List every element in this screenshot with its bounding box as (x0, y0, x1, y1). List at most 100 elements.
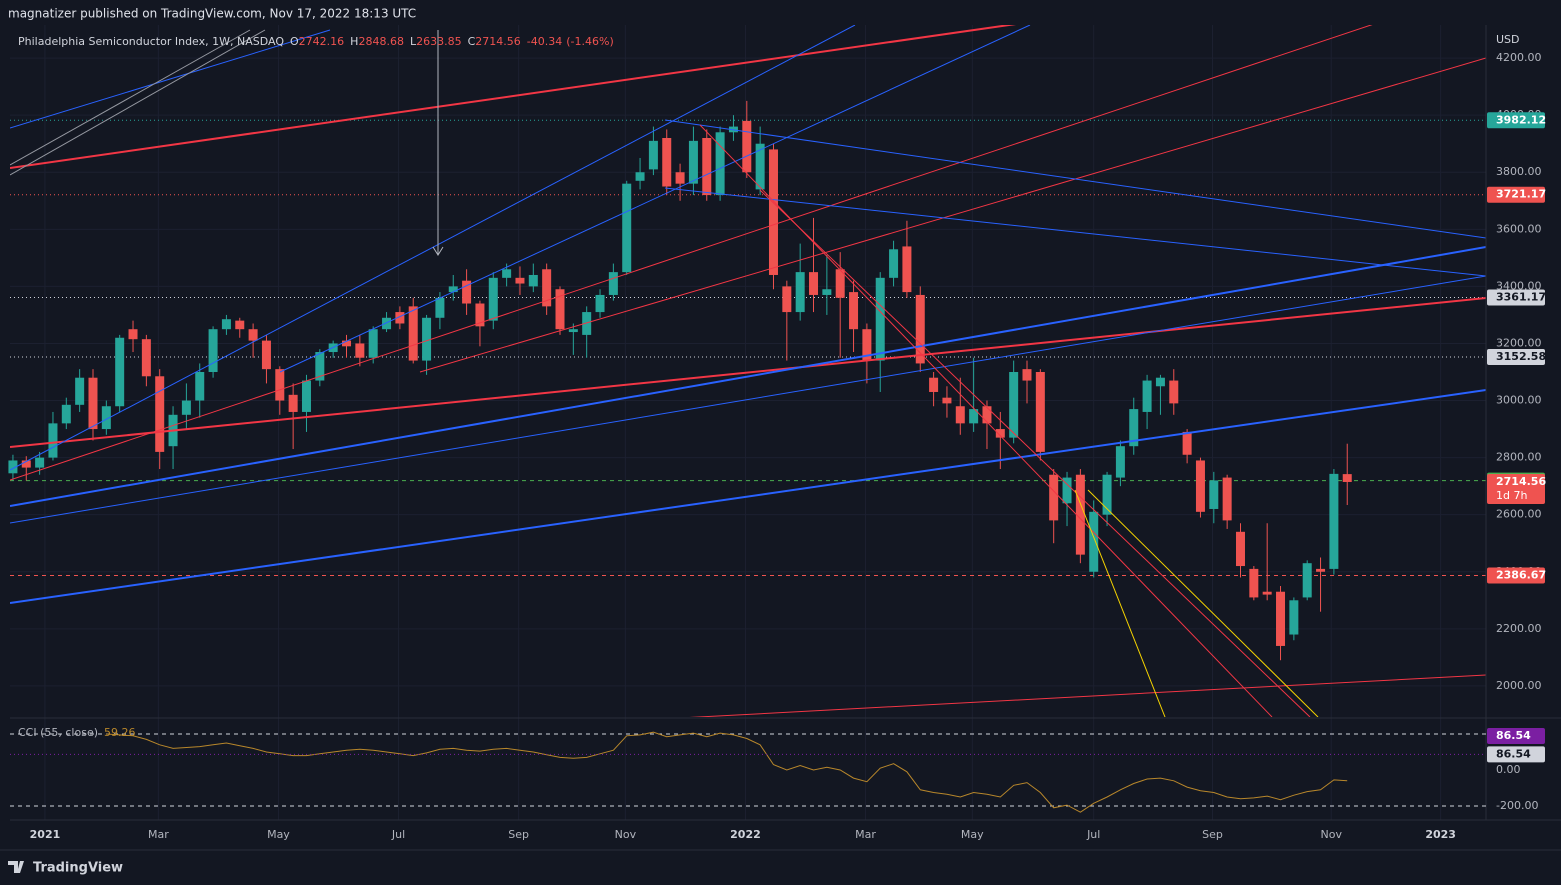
trend-line (10, 275, 1486, 524)
candle-body (835, 269, 845, 298)
y-tick-label: 2800.00 (1496, 451, 1542, 464)
legend-label: H (350, 35, 358, 48)
trend-line (10, 25, 1017, 169)
countdown: 1d 7h (1496, 489, 1527, 502)
candle-body (1235, 531, 1245, 567)
x-tick-label: 2022 (730, 828, 761, 841)
arrow-head (432, 246, 444, 256)
x-tick-label: Jul (391, 828, 405, 841)
cci-label-box (1487, 746, 1545, 763)
candle-body (662, 138, 672, 187)
candle-body (622, 183, 632, 273)
candle-body (1115, 446, 1125, 478)
brand-logo (8, 861, 24, 873)
trend-line (759, 189, 1311, 717)
candle-body (822, 289, 832, 295)
price-label: 3982.12 (1496, 113, 1546, 126)
candle-body (809, 272, 819, 295)
candle-body (902, 246, 912, 293)
x-tick-label: 2021 (30, 828, 61, 841)
candle-body (488, 277, 498, 321)
candle-body (1289, 600, 1299, 635)
candle-body (48, 423, 58, 458)
candle-body (128, 329, 138, 340)
candle-body (742, 120, 752, 173)
candle-body (1249, 568, 1259, 598)
candle-body (301, 380, 311, 412)
price-lines (10, 119, 1486, 577)
trend-line (1074, 489, 1166, 717)
candle-body (675, 172, 685, 184)
x-tick-label: May (267, 828, 290, 841)
x-tick-label: Sep (508, 828, 529, 841)
candle-body (368, 329, 378, 358)
candle-body (1222, 477, 1232, 521)
candle-body (475, 303, 485, 327)
candle-body (115, 337, 125, 407)
trend-line (1087, 489, 1319, 717)
candle-body (608, 272, 618, 295)
trend-line (10, 29, 331, 129)
candle-body (969, 409, 979, 424)
candle-body (1035, 371, 1045, 452)
cci-line (106, 731, 1348, 813)
candle-body (101, 406, 111, 430)
candle-body (1195, 460, 1205, 512)
legend-label: L (410, 35, 417, 48)
candle-body (75, 377, 85, 405)
legend-value: 2714.56 (475, 35, 521, 48)
candle-body (1316, 568, 1326, 572)
candle-body (261, 340, 271, 370)
y-tick-label: 3000.00 (1496, 394, 1542, 407)
candle-body (1022, 369, 1032, 381)
trend-line (689, 674, 1486, 717)
candle-body (1089, 511, 1099, 572)
price-labels: 3982.123721.173361.173152.582719.532714.… (1487, 112, 1546, 763)
price-label: 2714.56 (1496, 475, 1546, 488)
candle-body (1129, 409, 1139, 447)
candle-body (782, 286, 792, 313)
candle-body (768, 149, 778, 275)
candle-body (288, 394, 298, 412)
candle-body (462, 280, 472, 304)
trend-line (10, 29, 251, 166)
candle-body (688, 140, 698, 184)
candle-body (1142, 380, 1152, 412)
candle-body (35, 457, 45, 468)
candle-body (955, 406, 965, 424)
y-tick-label: 3800.00 (1496, 165, 1542, 178)
legend: Philadelphia Semiconductor Index, 1W, NA… (18, 35, 614, 48)
candle-body (1302, 563, 1312, 598)
candle-body (1209, 480, 1219, 509)
candle-body (155, 376, 165, 452)
candle-body (1262, 591, 1272, 595)
candle-body (862, 329, 872, 361)
candle-body (1329, 473, 1339, 569)
x-tick-label: Sep (1202, 828, 1223, 841)
candle-body (942, 397, 952, 404)
candle-body (342, 340, 352, 347)
brand: TradingView (8, 861, 123, 876)
trend-line (664, 187, 1486, 277)
y2-tick-label: 0.00 (1496, 763, 1521, 776)
candle-body (1155, 377, 1165, 387)
x-tick-label: Mar (855, 828, 876, 841)
y-tick-label: 3200.00 (1496, 336, 1542, 349)
candle-body (408, 306, 418, 361)
candle-body (755, 143, 765, 190)
x-tick-label: 2023 (1425, 828, 1456, 841)
candle-body (88, 377, 98, 430)
candle-body (1075, 474, 1085, 555)
trend-line (419, 57, 1486, 373)
legend-value: 2742.16 (299, 35, 345, 48)
candle-body (448, 286, 458, 293)
candle-body (1062, 477, 1072, 504)
candle-body (141, 339, 151, 377)
candle-body (648, 140, 658, 170)
candle-body (195, 371, 205, 401)
candle-body (542, 269, 552, 307)
trend-line (10, 29, 266, 176)
candle-body (568, 329, 578, 333)
